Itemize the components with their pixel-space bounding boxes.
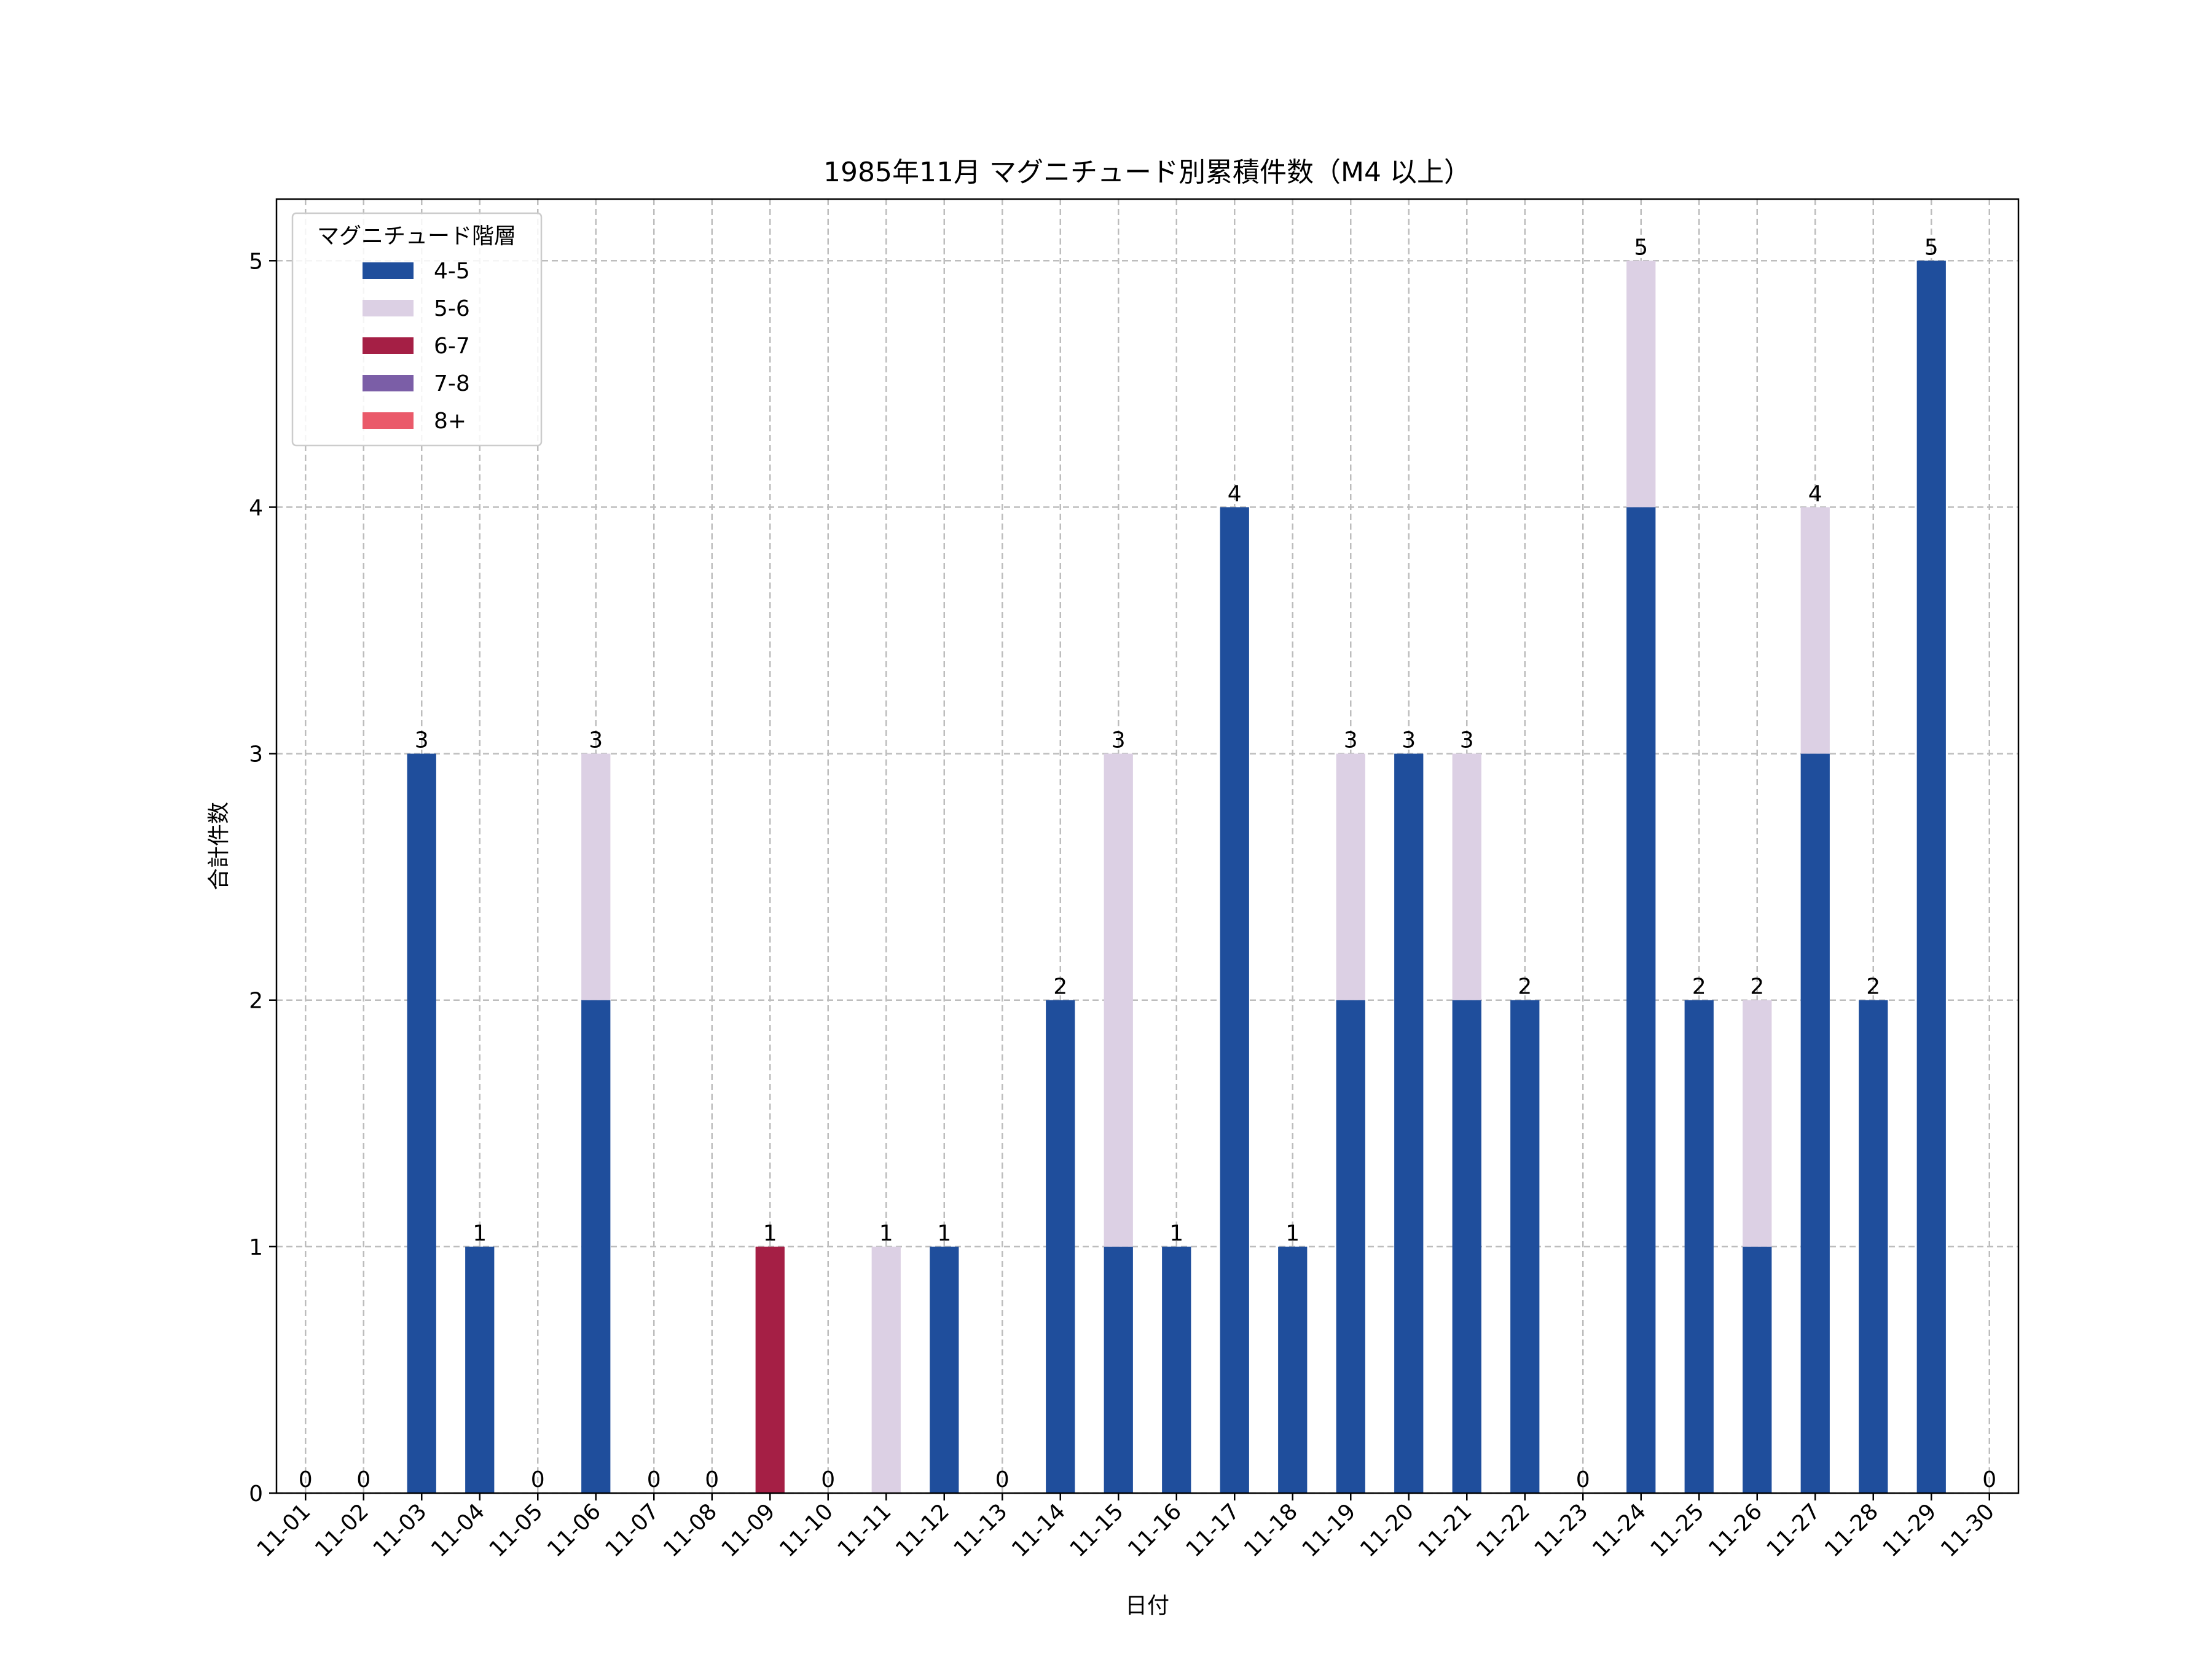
y-tick-label: 4 (249, 495, 263, 520)
bar-total-label: 1 (1285, 1221, 1300, 1246)
bar-total-label: 5 (1924, 235, 1939, 260)
bar-total-label: 5 (1634, 235, 1648, 260)
bar-total-label: 4 (1228, 481, 1242, 506)
bar-segment-4-5 (1510, 1000, 1540, 1493)
bar-segment-4-5 (1452, 1000, 1481, 1493)
legend-label: 7-8 (434, 371, 470, 396)
bar-total-label: 2 (1866, 975, 1880, 1000)
bar-total-label: 3 (1344, 728, 1358, 753)
bar-total-label: 1 (1169, 1221, 1183, 1246)
bar-total-label: 3 (589, 728, 603, 753)
legend: マグニチュード階層 4-5 5-6 6-7 7-8 8+ (291, 212, 543, 447)
bar-segment-5-6 (1800, 507, 1830, 754)
y-tick-label: 0 (249, 1481, 263, 1507)
y-axis-title: 合計件数 (206, 802, 232, 890)
bar-segment-4-5 (1220, 507, 1249, 1493)
bar-segment-4-5 (407, 753, 436, 1493)
bar-segment-4-5 (1394, 753, 1424, 1493)
legend-title: マグニチュード階層 (317, 224, 516, 249)
bar-segment-4-5 (1278, 1246, 1308, 1493)
bar-segment-6-7 (755, 1246, 785, 1493)
bar-total-label: 2 (1692, 975, 1706, 1000)
bar-segment-5-6 (1336, 753, 1365, 1000)
bar-segment-4-5 (1916, 261, 1946, 1494)
y-tick-label: 1 (249, 1235, 263, 1260)
bar-total-label: 2 (1053, 975, 1067, 1000)
y-tick-label: 3 (249, 742, 263, 767)
legend-swatch-5-6 (363, 300, 414, 316)
bar-segment-4-5 (1743, 1246, 1772, 1493)
legend-swatch-7-8 (363, 375, 414, 391)
bar-total-label: 0 (647, 1467, 661, 1492)
x-axis-title: 日付 (1125, 1593, 1169, 1618)
bar-total-label: 1 (879, 1221, 893, 1246)
bar-segment-5-6 (581, 753, 611, 1000)
bar-total-label: 3 (415, 728, 429, 753)
bar-total-label: 3 (1112, 728, 1126, 753)
bar-total-label: 1 (763, 1221, 777, 1246)
bar-segment-5-6 (1104, 753, 1133, 1247)
bar-total-label: 1 (473, 1221, 487, 1246)
legend-label: 6-7 (434, 334, 470, 359)
legend-label: 4-5 (434, 259, 470, 284)
bar-segment-4-5 (930, 1246, 959, 1493)
bar-total-label: 4 (1808, 481, 1822, 506)
bar-segment-4-5 (1684, 1000, 1714, 1493)
legend-swatch-8+ (363, 412, 414, 429)
bar-total-label: 0 (995, 1467, 1010, 1492)
bar-segment-5-6 (1452, 753, 1481, 1000)
value-labels: 0 0 3 1 0 3 0 0 1 0 1 1 0 2 3 1 4 1 3 3 3 2 0 5 2 2 4 2 5 0 (299, 235, 1996, 1492)
bar-segment-4-5 (1046, 1000, 1075, 1493)
legend-swatch-6-7 (363, 337, 414, 354)
bar-segment-5-6 (1626, 261, 1656, 508)
bar-total-label: 0 (356, 1467, 371, 1492)
bar-total-label: 0 (1576, 1467, 1590, 1492)
legend-items: 4-5 5-6 6-7 7-8 8+ (363, 259, 470, 434)
y-tick-label: 5 (249, 249, 263, 274)
bar-segment-5-6 (1743, 1000, 1772, 1247)
bar-total-label: 2 (1750, 975, 1764, 1000)
bar-segment-4-5 (1626, 507, 1656, 1493)
y-tick-label: 2 (249, 989, 263, 1014)
legend-label: 8+ (434, 409, 466, 434)
bar-total-label: 3 (1402, 728, 1416, 753)
bar-segment-4-5 (1162, 1246, 1191, 1493)
bars (407, 261, 1946, 1494)
legend-swatch-4-5 (363, 262, 414, 279)
bar-total-label: 1 (937, 1221, 951, 1246)
legend-box (291, 212, 543, 447)
bar-segment-4-5 (1104, 1246, 1133, 1493)
bar-total-label: 0 (531, 1467, 545, 1492)
bar-segment-4-5 (1336, 1000, 1365, 1493)
plot-area (276, 199, 2018, 1493)
bar-total-label: 0 (705, 1467, 719, 1492)
bar-segment-4-5 (581, 1000, 611, 1493)
legend-label: 5-6 (434, 296, 470, 321)
bar-total-label: 0 (299, 1467, 313, 1492)
chart-title: 1985年11月 マグニチュード別累積件数（M4 以上） (823, 157, 1471, 188)
bar-total-label: 0 (821, 1467, 835, 1492)
bar-segment-5-6 (871, 1246, 901, 1493)
bar-segment-4-5 (1800, 753, 1830, 1493)
bar-total-label: 0 (1982, 1467, 1996, 1492)
bar-segment-4-5 (465, 1246, 495, 1493)
plot-frame (275, 198, 2020, 1494)
bar-total-label: 2 (1518, 975, 1532, 1000)
bar-total-label: 3 (1460, 728, 1474, 753)
bar-segment-4-5 (1859, 1000, 1888, 1493)
